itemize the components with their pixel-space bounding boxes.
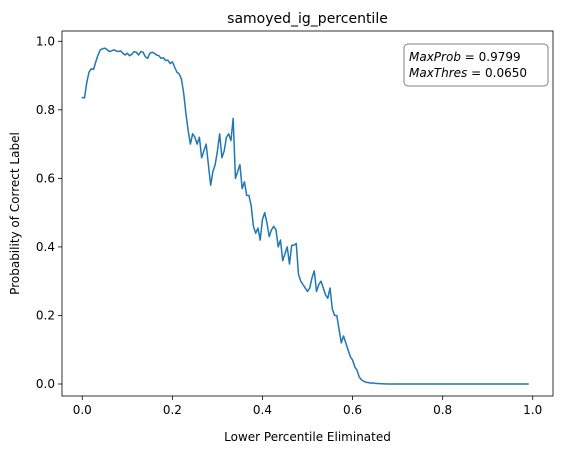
chart-title: samoyed_ig_percentile bbox=[227, 11, 388, 27]
annotation-value: = 0.0650 bbox=[467, 66, 527, 80]
annotation-variable: MaxThres bbox=[409, 66, 467, 80]
annotation-value: = 0.9799 bbox=[461, 50, 521, 64]
x-tick-label: 1.0 bbox=[523, 403, 542, 417]
x-tick-label: 0.0 bbox=[73, 403, 92, 417]
y-tick-label: 0.6 bbox=[36, 171, 55, 185]
x-tick-label: 0.4 bbox=[253, 403, 272, 417]
plot-area: 0.0 0.2 0.4 0.6 0.8 1.0 0.0 0.2 0.4 0.6 0.8 1.0 bbox=[36, 30, 554, 417]
x-tick-label: 0.6 bbox=[343, 403, 362, 417]
annotation-line: MaxProb = 0.9799 bbox=[409, 50, 521, 64]
x-axis-label: Lower Percentile Eliminated bbox=[224, 430, 391, 444]
y-tick-label: 1.0 bbox=[36, 34, 55, 48]
y-axis-label: Probability of Correct Label bbox=[8, 132, 22, 295]
annotation-frame bbox=[403, 43, 549, 87]
y-tick-label: 0.4 bbox=[36, 240, 55, 254]
annotation-line: MaxThres = 0.0650 bbox=[409, 66, 527, 80]
annotation-variable: MaxProb bbox=[409, 50, 461, 64]
y-tick-label: 0.0 bbox=[36, 377, 55, 391]
y-tick-label: 0.2 bbox=[36, 308, 55, 322]
x-tick-label: 0.2 bbox=[163, 403, 182, 417]
axes-frame bbox=[61, 30, 554, 397]
stats-annotation: MaxProb = 0.9799 MaxThres = 0.0650 bbox=[403, 43, 549, 87]
y-tick-label: 0.8 bbox=[36, 103, 55, 117]
x-tick-label: 0.8 bbox=[433, 403, 452, 417]
series-line-0 bbox=[81, 47, 529, 385]
